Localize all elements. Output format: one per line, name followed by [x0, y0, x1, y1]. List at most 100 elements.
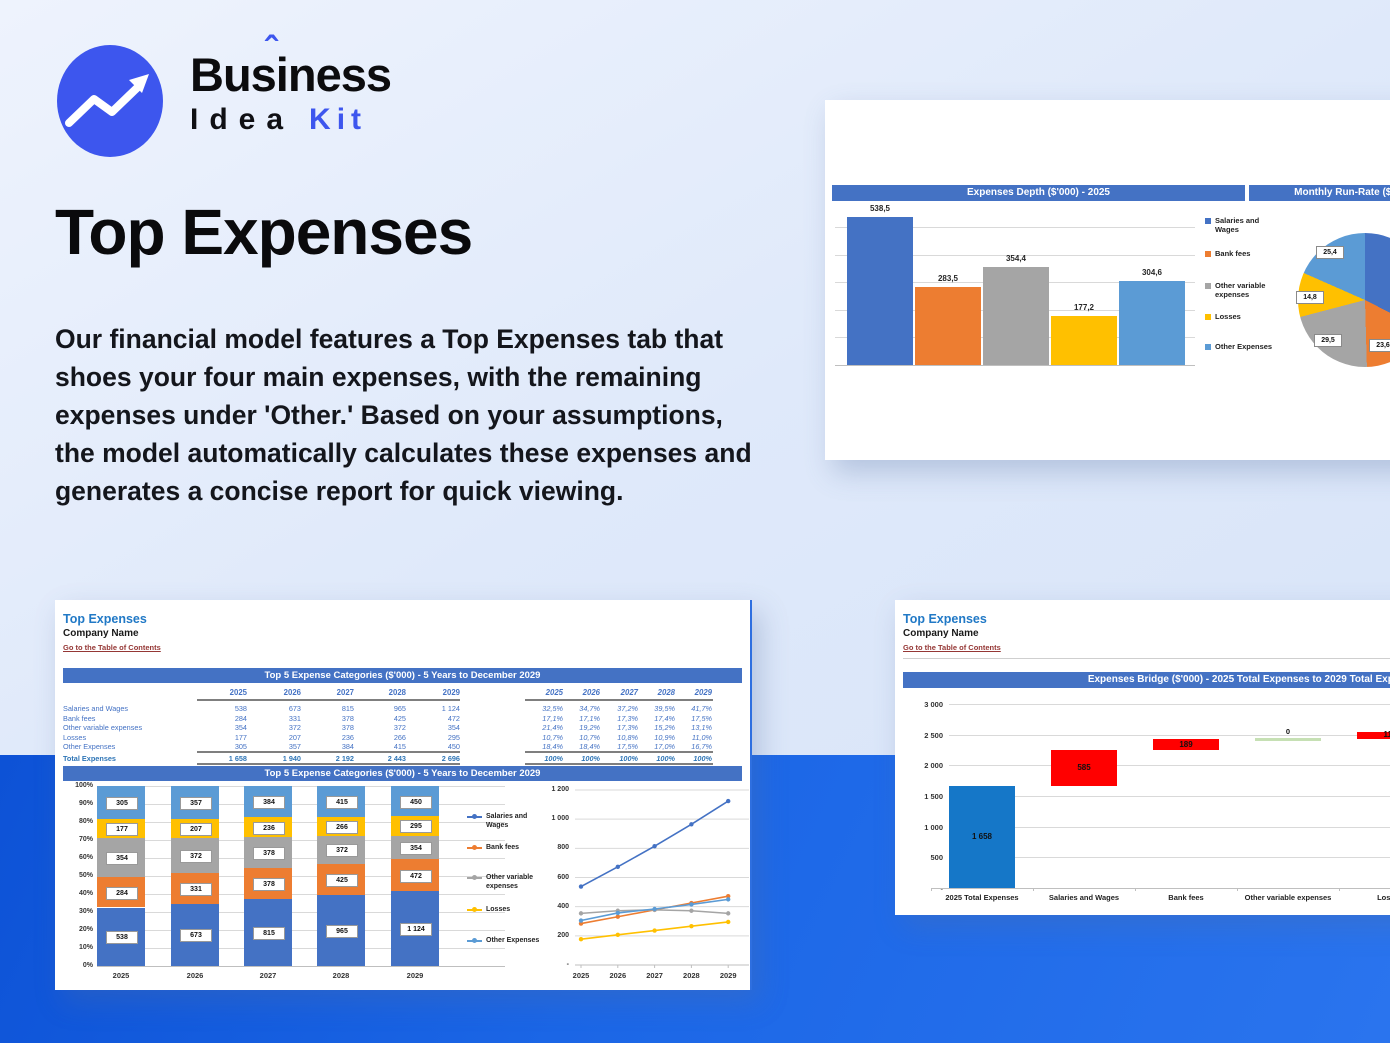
- brand-idea: Idea: [190, 103, 295, 136]
- segment-label: 415: [326, 795, 358, 809]
- top5-categories-card: Top Expenses Company Name Go to the Tabl…: [55, 600, 752, 990]
- table-rule: [197, 699, 460, 701]
- cell-pct: 17,3%: [617, 713, 638, 723]
- cell-value: 372: [393, 723, 406, 733]
- grid-line: [97, 786, 505, 787]
- segment-label: 378: [253, 846, 285, 860]
- cell-pct: 17,3%: [617, 723, 638, 733]
- page-title: Top Expenses: [55, 196, 473, 268]
- x-tick: 2029: [406, 971, 424, 980]
- x-tick: 2025 Total Expenses: [945, 893, 1019, 902]
- segment-label: 538: [106, 931, 138, 945]
- legend-label: Losses: [1215, 312, 1241, 321]
- legend-swatch: [1205, 218, 1211, 224]
- cell-value: 295: [447, 732, 460, 742]
- segment-label: 207: [180, 823, 212, 837]
- axis-tick: [1033, 888, 1034, 891]
- axis-tick: [1237, 888, 1238, 891]
- y-tick: 40%: [78, 890, 93, 897]
- cell-pct: 18,4%: [579, 742, 600, 752]
- total-value: 2 443: [387, 754, 406, 763]
- table-header: Top 5 Expense Categories ($'000) - 5 Yea…: [63, 668, 742, 683]
- cell-value: 305: [234, 742, 247, 752]
- segment-label: 372: [326, 844, 358, 858]
- grid-line: [97, 840, 505, 841]
- legend-dot: [472, 907, 477, 912]
- company-name: Company Name: [903, 628, 979, 639]
- bar-value-label: 585: [1077, 763, 1091, 773]
- cell-pct: 11,0%: [691, 732, 712, 742]
- cell-pct: 18,4%: [542, 742, 563, 752]
- legend-dot: [472, 814, 477, 819]
- y-tick: 1 000: [551, 815, 569, 823]
- y-tick: -: [566, 961, 569, 968]
- segment-label: 372: [180, 849, 212, 863]
- x-tick: 2028: [683, 971, 700, 980]
- brand-kit: Kit: [309, 103, 368, 136]
- table-of-contents-link[interactable]: Go to the Table of Contents: [903, 643, 1001, 652]
- cell-value: 266: [393, 732, 406, 742]
- y-tick: 1 200: [551, 786, 569, 793]
- bar: [1119, 281, 1185, 365]
- brand-subname: Idea Kit: [190, 105, 391, 135]
- cell-value: 236: [341, 732, 354, 742]
- x-tick: Other variable expenses: [1244, 893, 1332, 902]
- waterfall-bar: [1357, 731, 1390, 739]
- grid-line: [835, 254, 1195, 256]
- bar-value-label: 177,2: [1073, 303, 1095, 313]
- legend-label: Bank fees: [1215, 249, 1251, 258]
- total-pct: 100%: [656, 754, 675, 763]
- cell-pct: 10,7%: [579, 732, 600, 742]
- grid-line: [97, 912, 505, 913]
- x-tick: Bank fees: [1168, 893, 1204, 902]
- segment-label: 331: [180, 882, 212, 896]
- segment-label: 295: [400, 820, 432, 834]
- legend-dot: [472, 875, 477, 880]
- waterfall-bar: [1255, 738, 1321, 742]
- bar-value-label: 354,4: [1005, 254, 1027, 264]
- legend-label: Other Expenses: [1215, 342, 1273, 351]
- pie-slice-label: 29,5: [1314, 334, 1342, 347]
- bar-value-label: 1 658: [971, 832, 993, 842]
- y-tick: 50%: [78, 872, 93, 879]
- segment-label: 378: [253, 877, 285, 891]
- cell-pct: 10,8%: [617, 732, 638, 742]
- grid-line: [97, 966, 505, 967]
- chart-header: Top 5 Expense Categories ($'000) - 5 Yea…: [63, 766, 742, 781]
- legend-swatch: [1205, 314, 1211, 320]
- table-of-contents-link[interactable]: Go to the Table of Contents: [63, 643, 161, 652]
- y-tick: 80%: [78, 818, 93, 825]
- cell-pct: 13,1%: [691, 723, 712, 733]
- year-header: 2026: [283, 688, 301, 697]
- sheet-title: Top Expenses: [903, 612, 987, 626]
- bar-value-label: 538,5: [869, 203, 891, 213]
- cell-pct: 17,5%: [691, 713, 712, 723]
- cell-pct: 32,5%: [542, 704, 563, 713]
- segment-label: 305: [106, 796, 138, 810]
- axis-tick: [1135, 888, 1136, 891]
- cell-pct: 10,9%: [654, 732, 675, 742]
- legend-swatch: [1205, 251, 1211, 257]
- segment-label: 354: [400, 842, 432, 856]
- table-rule: [197, 763, 460, 765]
- cell-value: 357: [288, 742, 301, 752]
- row-label: Bank fees: [63, 713, 96, 723]
- y-tick: 1 500: [924, 792, 943, 801]
- grid-line: [949, 857, 1390, 859]
- x-tick: 2026: [609, 971, 627, 980]
- cell-value: 538: [234, 704, 247, 713]
- trend-arrow-icon: [65, 74, 149, 127]
- year-header: 2027: [620, 688, 638, 697]
- cell-value: 284: [234, 713, 247, 723]
- cell-value: 472: [447, 713, 460, 723]
- segment-label: 450: [400, 795, 432, 809]
- total-pct: 100%: [693, 754, 712, 763]
- cell-value: 372: [288, 723, 301, 733]
- y-tick: 60%: [78, 854, 93, 861]
- x-tick: 2029: [719, 971, 737, 980]
- year-header: 2029: [694, 688, 712, 697]
- x-tick: 2025: [572, 971, 590, 980]
- cell-pct: 17,4%: [654, 713, 675, 723]
- cell-pct: 17,5%: [617, 742, 638, 752]
- total-value: 1 658: [228, 754, 247, 763]
